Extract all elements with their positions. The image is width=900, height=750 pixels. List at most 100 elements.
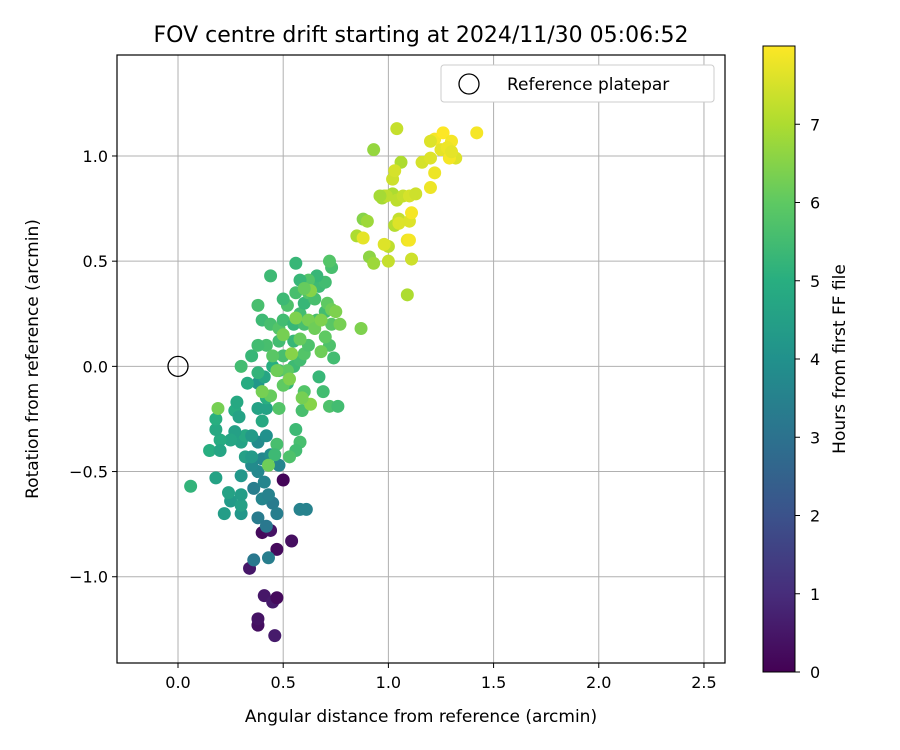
colorbar-tick-label: 5 [810,272,820,291]
data-point [390,122,404,136]
data-point [251,511,265,525]
data-point [255,385,269,399]
x-tick-label: 2.0 [586,673,611,692]
data-point [240,376,254,390]
data-point [402,233,416,247]
colorbar-tick-label: 4 [810,350,820,369]
data-point [295,391,309,405]
data-point [251,612,265,626]
data-point [247,481,261,495]
data-point [373,189,387,203]
data-point [209,412,223,426]
x-tick-label: 1.5 [481,673,506,692]
y-axis-ticks: −1.0 −0.5 0.0 0.5 1.0 [69,147,117,587]
grid [117,55,725,663]
data-point [356,231,370,245]
data-point [297,296,311,310]
data-point [257,475,271,489]
data-point [293,332,307,346]
colorbar-tick-label: 3 [810,428,820,447]
y-tick-label: 0.0 [83,357,108,376]
data-point [405,252,419,266]
plot-frame [116,54,726,664]
colorbar-ticks: 0 1 2 3 4 5 6 7 [795,115,820,682]
data-point [285,534,299,548]
data-points [184,122,484,643]
data-point [266,349,280,363]
data-point [377,237,391,251]
colorbar-tick-label: 1 [810,585,820,604]
legend-entry: Reference platepar [507,75,669,95]
data-point [234,498,248,512]
data-point [255,414,269,428]
data-point [327,351,341,365]
data-point [272,401,286,415]
data-point [261,458,275,472]
data-point [234,469,248,483]
data-point [331,399,345,413]
data-point [409,187,423,201]
data-point [261,488,275,502]
data-point [289,422,303,436]
data-point [367,256,381,270]
data-point [251,338,265,352]
data-point [203,444,217,458]
data-point [217,507,231,521]
data-point [299,502,313,516]
y-tick-label: 0.5 [83,252,108,271]
colorbar-tick-label: 7 [810,115,820,134]
data-point [209,422,223,436]
data-point [268,629,282,643]
data-point [272,458,286,472]
data-point [209,471,223,485]
data-point [270,591,284,605]
colorbar-tick-label: 0 [810,663,820,682]
legend-box [440,64,715,103]
data-point [261,551,275,565]
data-point [289,256,303,270]
x-axis-label: Angular distance from reference (arcmin) [245,707,597,727]
data-point [470,126,484,140]
data-point [184,479,198,493]
data-point [428,166,442,180]
data-point [360,214,374,228]
data-point [264,269,278,283]
data-point [285,347,299,361]
x-tick-label: 1.0 [376,673,401,692]
colorbar-label: Hours from first FF file [830,264,850,454]
data-point [423,151,437,165]
data-point [234,488,248,502]
data-point [270,507,284,521]
x-axis-ticks: 0.0 0.5 1.0 1.5 2.0 2.5 [165,663,717,692]
data-point [354,321,368,335]
data-point [230,395,244,409]
colorbar-tick-label: 6 [810,194,820,213]
data-point [423,181,437,195]
data-point [314,313,328,327]
x-tick-label: 2.5 [691,673,716,692]
data-point [400,288,414,302]
data-point [222,486,236,500]
data-point [276,328,290,342]
data-point [392,216,406,230]
data-point [245,429,259,443]
x-tick-label: 0.5 [270,673,295,692]
data-point [276,473,290,487]
data-point [270,437,284,451]
data-point [276,292,290,306]
data-point [381,254,395,268]
data-point [259,429,273,443]
data-point [211,401,225,415]
data-point [259,401,273,415]
data-point [276,313,290,327]
data-point [245,349,259,363]
data-point [367,143,381,157]
data-point [234,359,248,373]
data-point [213,433,227,447]
data-point [316,385,330,399]
chart-title: FOV centre drift starting at 2024/11/30 … [154,23,689,48]
data-point [312,370,326,384]
y-tick-label: −1.0 [69,568,108,587]
data-point [283,450,297,464]
